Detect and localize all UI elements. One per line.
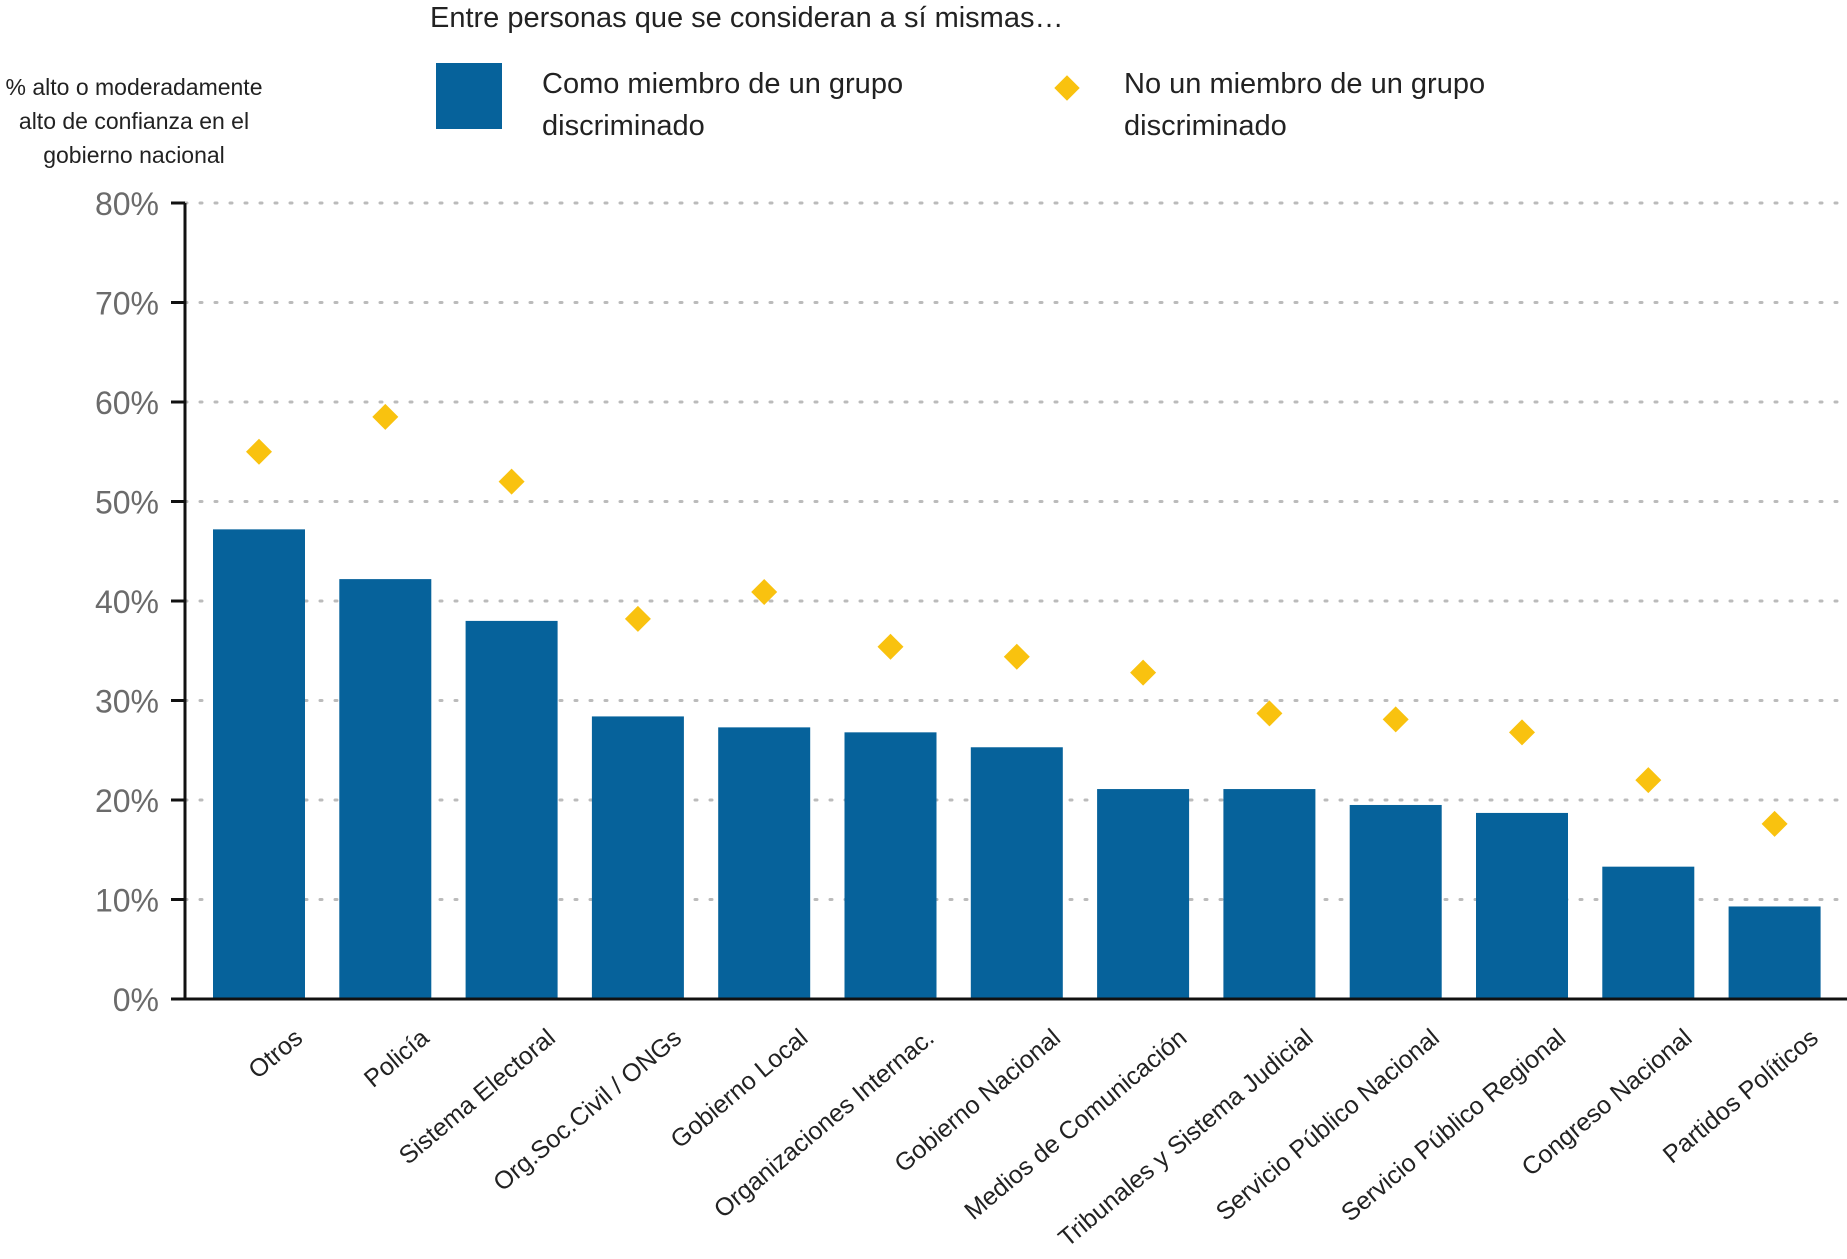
y-tick-label: 70%: [95, 286, 159, 322]
y-tick-label: 10%: [95, 883, 159, 919]
diamond-marker: [1256, 700, 1283, 727]
diamond-marker: [1003, 643, 1030, 670]
bar: [844, 732, 937, 999]
bar: [591, 716, 684, 999]
x-tick-label: Servicio Público Nacional: [1211, 1024, 1445, 1227]
diamond-marker: [246, 438, 272, 465]
x-tick-label: Policía: [359, 1023, 435, 1093]
y-tick-label: 0%: [113, 982, 159, 1018]
bar: [1097, 789, 1190, 999]
bar: [718, 727, 811, 999]
diamond-marker: [498, 468, 525, 495]
legend-title: Entre personas que se consideran a sí mi…: [430, 2, 1064, 34]
diamond-marker: [1635, 767, 1662, 794]
diamond-marker: [1382, 706, 1409, 733]
bar: [1728, 906, 1821, 999]
legend-bar-swatch: [436, 63, 502, 129]
y-tick-label: 60%: [95, 385, 159, 421]
y-tick-label: 30%: [95, 684, 159, 720]
x-tick-label: Tribunales y Sistema Judicial: [1053, 1024, 1318, 1253]
diamond-marker: [624, 605, 651, 632]
bar: [465, 620, 558, 999]
bar: [1349, 804, 1442, 999]
legend-item-not-discriminated: No un miembro de un grupo discriminado: [1044, 63, 1524, 147]
bar: [1223, 789, 1316, 999]
y-tick-label: 20%: [95, 783, 159, 819]
bar: [213, 529, 305, 999]
x-tick-label: Organizaciones Internac.: [709, 1024, 940, 1224]
bar: [1602, 866, 1695, 999]
legend-item-discriminated: Como miembro de un grupo discriminado: [436, 63, 942, 147]
y-axis-label: % alto o moderadamente alto de confianza…: [5, 74, 263, 168]
bar: [970, 747, 1063, 999]
diamond-marker: [1130, 659, 1157, 686]
y-tick-label: 40%: [95, 584, 159, 620]
diamond-marker: [1509, 719, 1535, 746]
diamond-marker: [1761, 810, 1788, 837]
diamond-marker: [877, 633, 904, 660]
bar: [1476, 812, 1568, 999]
diamond-marker: [751, 579, 778, 606]
legend-label-discriminated: Como miembro de un grupo discriminado: [542, 68, 904, 142]
x-tick-label: Otros: [243, 1024, 308, 1085]
y-tick-label: 50%: [95, 485, 159, 521]
bar: [339, 579, 432, 999]
x-tick-label: Medios de Comunicación: [959, 1024, 1192, 1226]
x-tick-label: Servicio Público Regional: [1336, 1024, 1571, 1228]
legend-label-not-discriminated: No un miembro de un grupo discriminado: [1124, 68, 1486, 142]
diamond-marker: [372, 403, 399, 430]
y-tick-label: 80%: [95, 186, 159, 222]
